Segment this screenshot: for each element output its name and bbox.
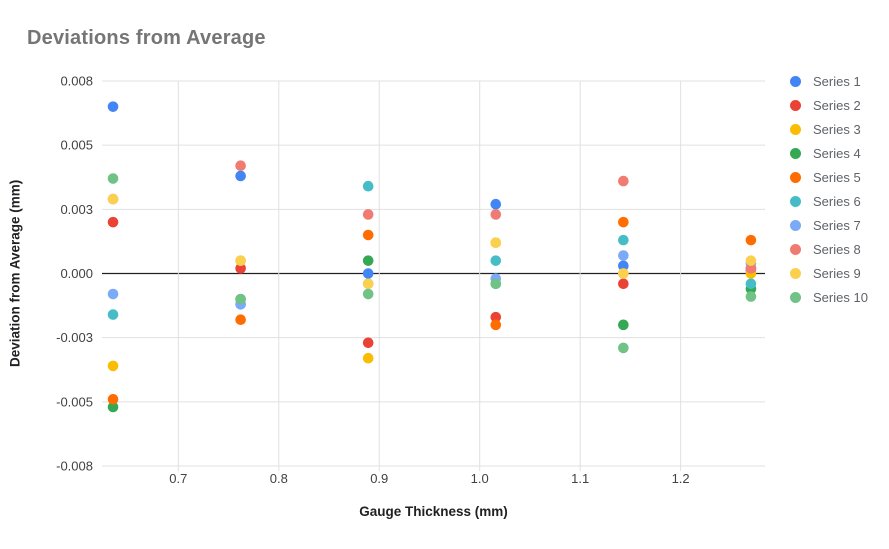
legend: Series 1 Series 2 Series 3 Series 4 Series 5… [788, 69, 868, 309]
legend-item[interactable]: Series 4 [788, 141, 868, 165]
legend-label: Series 8 [813, 241, 861, 257]
data-point[interactable] [235, 293, 246, 305]
x-tick-label: 1.0 [471, 471, 489, 486]
data-point[interactable] [490, 237, 502, 248]
x-tick-label: 0.8 [270, 471, 288, 486]
legend-item[interactable]: Series 8 [788, 237, 868, 261]
chart-title: Deviations from Average [27, 27, 266, 49]
data-point[interactable] [362, 209, 374, 220]
data-point[interactable] [490, 209, 502, 220]
legend-item[interactable]: Series 6 [788, 189, 868, 213]
y-tick-label: 0.000 [60, 266, 93, 281]
y-tick-label: -0.003 [56, 330, 93, 345]
data-point[interactable] [618, 175, 629, 187]
data-point[interactable] [107, 173, 119, 184]
y-axis-title: Deviation from Average (mm) [7, 179, 23, 368]
legend-label: Series 7 [813, 217, 861, 233]
legend-label: Series 3 [813, 121, 861, 137]
data-point[interactable] [618, 250, 629, 261]
data-point[interactable] [490, 198, 502, 210]
data-point[interactable] [107, 393, 119, 405]
data-point[interactable] [235, 314, 246, 326]
data-point[interactable] [618, 319, 629, 331]
data-point[interactable] [107, 193, 119, 205]
y-tick-label: -0.008 [56, 459, 93, 474]
y-tick-label: 0.008 [60, 74, 93, 89]
data-point[interactable] [362, 288, 374, 300]
legend-label: Series 2 [813, 97, 861, 113]
data-point[interactable] [362, 352, 374, 364]
data-point[interactable] [490, 255, 502, 266]
data-point[interactable] [362, 278, 374, 290]
data-point[interactable] [490, 278, 502, 290]
legend-label: Series 5 [813, 169, 861, 185]
data-point[interactable] [107, 360, 119, 372]
legend-item[interactable]: Series 9 [788, 261, 868, 285]
legend-item[interactable]: Series 3 [788, 117, 868, 141]
data-point[interactable] [107, 216, 119, 228]
legend-swatch-icon [790, 75, 801, 87]
data-point[interactable] [745, 234, 757, 246]
legend-swatch-icon [790, 123, 801, 135]
legend-label: Series 10 [813, 289, 868, 305]
data-point[interactable] [362, 180, 374, 192]
data-point[interactable] [107, 288, 119, 300]
legend-swatch-icon [790, 147, 801, 159]
x-tick-label: 0.7 [169, 471, 187, 486]
x-tick-label: 1.1 [571, 471, 589, 486]
data-point[interactable] [490, 311, 502, 323]
data-point[interactable] [618, 342, 629, 354]
y-tick-label: -0.005 [56, 394, 93, 409]
data-point[interactable] [235, 160, 246, 171]
data-point[interactable] [618, 278, 629, 290]
legend-item[interactable]: Series 5 [788, 165, 868, 189]
legend-swatch-icon [790, 291, 801, 303]
data-point[interactable] [618, 268, 629, 279]
data-point[interactable] [490, 319, 502, 331]
legend-item[interactable]: Series 1 [788, 69, 868, 93]
legend-swatch-icon [790, 267, 801, 279]
data-point[interactable] [618, 234, 629, 246]
legend-swatch-icon [790, 195, 801, 207]
legend-label: Series 4 [813, 145, 861, 161]
data-point[interactable] [745, 255, 757, 266]
data-point[interactable] [362, 337, 374, 349]
x-tick-label: 0.9 [370, 471, 388, 486]
data-point[interactable] [362, 268, 374, 279]
x-axis-title: Gauge Thickness (mm) [359, 504, 508, 519]
data-point[interactable] [618, 216, 629, 228]
legend-item[interactable]: Series 7 [788, 213, 868, 237]
legend-swatch-icon [790, 99, 801, 111]
data-point[interactable] [618, 260, 629, 272]
legend-label: Series 1 [813, 73, 861, 89]
data-point[interactable] [235, 263, 246, 274]
data-point[interactable] [362, 229, 374, 241]
legend-swatch-icon [790, 171, 801, 183]
data-point[interactable] [107, 401, 119, 413]
data-point[interactable] [107, 309, 119, 320]
data-point[interactable] [362, 255, 374, 266]
legend-label: Series 6 [813, 193, 861, 209]
legend-label: Series 9 [813, 265, 861, 281]
data-point[interactable] [745, 278, 757, 290]
data-point[interactable] [745, 291, 757, 302]
data-point[interactable] [235, 255, 246, 266]
data-point[interactable] [235, 170, 246, 182]
data-point[interactable] [745, 263, 757, 274]
y-tick-label: 0.005 [60, 138, 93, 153]
x-tick-label: 1.2 [672, 471, 690, 486]
legend-swatch-icon [790, 219, 801, 231]
legend-swatch-icon [790, 243, 801, 255]
legend-item[interactable]: Series 2 [788, 93, 868, 117]
data-point[interactable] [107, 101, 119, 112]
legend-item[interactable]: Series 10 [788, 285, 868, 309]
y-tick-label: 0.003 [60, 202, 93, 217]
